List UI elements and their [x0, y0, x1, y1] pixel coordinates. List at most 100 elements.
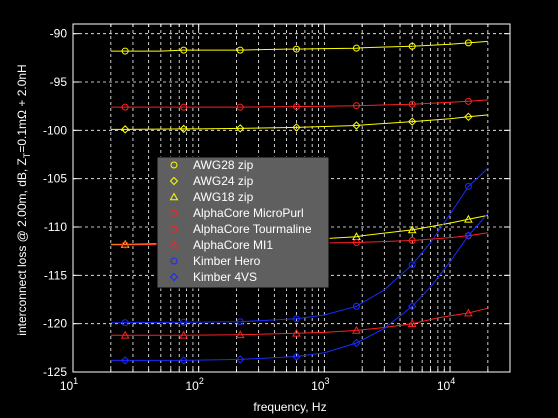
- series-kimber-4vs: [110, 213, 489, 365]
- data-point-triangle: [169, 240, 179, 249]
- data-point-diamond: [179, 356, 188, 365]
- y-axis-label-suffix: =0.1mΩ + 2.0nH: [15, 64, 29, 152]
- x-tick-label-exponent: 1: [73, 376, 78, 386]
- data-point-circle: [408, 100, 416, 108]
- data-point-triangle: [407, 225, 417, 234]
- y-axis-label: interconnect loss @ 2.00m, dB, ZT=0.1mΩ …: [15, 64, 32, 335]
- series-line: [110, 114, 488, 130]
- data-point-triangle: [179, 330, 189, 339]
- data-point-circle: [292, 315, 300, 323]
- plot-frame: [72, 23, 511, 373]
- x-tick-label: 102: [185, 376, 203, 393]
- data-point-triangle: [120, 330, 130, 339]
- data-point-circle: [170, 257, 178, 265]
- legend-entry-label: AlphaCore Tourmaline: [193, 222, 312, 236]
- data-point-circle: [236, 103, 244, 111]
- data-point-diamond: [235, 124, 245, 133]
- x-tick-label-base: 10: [311, 379, 325, 393]
- data-point-diamond: [352, 338, 361, 348]
- data-point-triangle: [292, 328, 301, 337]
- y-tick-label: -105: [43, 172, 67, 186]
- legend-entry-label: AlphaCore MI1: [193, 238, 273, 252]
- x-tick-label-exponent: 2: [199, 376, 204, 386]
- series-awg28-zip: [110, 39, 488, 55]
- y-tick-label: -90: [50, 27, 68, 41]
- data-point-circle: [121, 319, 129, 327]
- data-point-diamond: [407, 117, 417, 126]
- y-tick-label: -120: [43, 317, 67, 331]
- data-point-circle: [180, 103, 188, 111]
- data-point-triangle: [235, 330, 245, 339]
- data-point-triangle: [169, 192, 179, 201]
- data-point-diamond: [179, 124, 188, 134]
- data-point-circle: [408, 42, 416, 50]
- legend-entry-label: AWG28 zip: [193, 158, 254, 172]
- data-point-circle: [464, 97, 472, 105]
- data-point-circle: [180, 46, 188, 54]
- y-tick-label: -110: [44, 220, 67, 234]
- data-point-triangle: [464, 308, 473, 317]
- x-axis-label: frequency, Hz: [253, 400, 326, 414]
- y-tick-label: -115: [44, 268, 67, 282]
- series-line: [110, 167, 489, 324]
- data-point-circle: [464, 39, 472, 47]
- x-tick-label-exponent: 4: [450, 376, 455, 386]
- data-point-circle: [236, 318, 244, 326]
- legend-entry-label: Kimber Hero: [193, 254, 261, 268]
- series-alphacore-mi1: [110, 307, 489, 339]
- data-point-circle: [170, 225, 178, 233]
- data-point-circle: [121, 103, 129, 111]
- data-point-circle: [408, 237, 416, 245]
- x-tick-label-base: 10: [437, 379, 451, 393]
- data-point-circle: [121, 241, 129, 249]
- data-point-circle: [464, 182, 472, 190]
- x-tick-label-base: 10: [185, 379, 199, 393]
- data-point-circle: [352, 302, 360, 310]
- series-line: [110, 307, 489, 336]
- y-tick-label: -125: [43, 365, 67, 379]
- data-point-triangle: [120, 239, 130, 248]
- data-point-diamond: [464, 231, 473, 240]
- x-tick-label: 101: [60, 376, 78, 393]
- data-point-triangle: [464, 214, 473, 223]
- x-tick-label: 104: [437, 376, 455, 393]
- data-point-triangle: [407, 319, 417, 327]
- data-point-circle: [236, 46, 244, 54]
- data-point-circle: [292, 103, 300, 111]
- x-tick-label-exponent: 3: [325, 376, 330, 386]
- data-point-diamond: [407, 302, 417, 311]
- legend-entry-label: Kimber 4VS: [193, 270, 257, 284]
- data-point-circle: [292, 45, 300, 53]
- data-point-circle: [408, 261, 416, 269]
- data-point-circle: [170, 161, 178, 169]
- series-alphacore-micropurl: [110, 97, 488, 111]
- data-point-triangle: [352, 325, 361, 334]
- legend-entry-label: AWG18 zip: [193, 190, 254, 204]
- legend-box: [156, 156, 330, 289]
- series-line: [110, 40, 488, 52]
- series-awg24-zip: [110, 112, 488, 134]
- y-axis-label-subscript: T: [22, 152, 32, 158]
- data-point-diamond: [169, 176, 179, 186]
- data-point-diamond: [235, 355, 245, 364]
- data-point-diamond: [292, 123, 301, 132]
- y-axis-label-prefix: interconnect loss @ 2.00m, dB, Z: [15, 158, 29, 336]
- legend-entry-label: AlphaCore MicroPurl: [193, 206, 304, 220]
- x-tick-label-base: 10: [60, 379, 74, 393]
- data-point-diamond: [169, 272, 179, 282]
- data-point-circle: [352, 44, 360, 52]
- data-point-circle: [180, 318, 188, 326]
- data-point-diamond: [464, 112, 473, 122]
- x-tick-label: 103: [311, 376, 329, 393]
- series-kimber-hero: [110, 167, 489, 327]
- data-point-circle: [352, 238, 360, 246]
- legend: AWG28 zip AWG24 zip AWG18 zip AlphaCore Mic…: [156, 156, 330, 289]
- data-point-circle: [352, 102, 360, 110]
- y-tick-label: -95: [50, 75, 68, 89]
- data-point-diamond: [292, 352, 301, 361]
- data-point-diamond: [120, 125, 130, 134]
- data-point-circle: [170, 209, 178, 217]
- y-tick-label: -100: [43, 123, 67, 137]
